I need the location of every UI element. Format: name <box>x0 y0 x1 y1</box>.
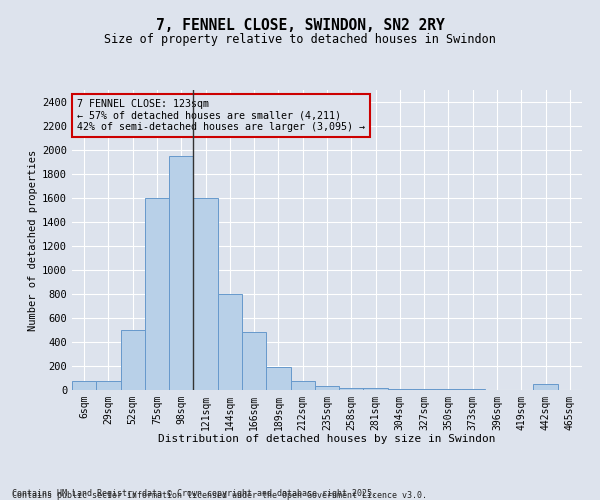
Bar <box>145 198 169 390</box>
Text: Contains HM Land Registry data © Crown copyright and database right 2025.: Contains HM Land Registry data © Crown c… <box>12 488 377 498</box>
Bar <box>290 381 315 390</box>
Text: 7, FENNEL CLOSE, SWINDON, SN2 2RY: 7, FENNEL CLOSE, SWINDON, SN2 2RY <box>155 18 445 32</box>
Bar <box>315 386 339 390</box>
Bar <box>436 389 461 390</box>
Bar <box>218 294 242 390</box>
Bar <box>266 366 290 390</box>
Bar <box>121 330 145 390</box>
Bar <box>533 384 558 390</box>
Bar <box>364 388 388 390</box>
Bar <box>72 381 96 390</box>
X-axis label: Distribution of detached houses by size in Swindon: Distribution of detached houses by size … <box>158 434 496 444</box>
Text: 7 FENNEL CLOSE: 123sqm
← 57% of detached houses are smaller (4,211)
42% of semi-: 7 FENNEL CLOSE: 123sqm ← 57% of detached… <box>77 99 365 132</box>
Bar <box>388 388 412 390</box>
Text: Size of property relative to detached houses in Swindon: Size of property relative to detached ho… <box>104 32 496 46</box>
Bar <box>96 381 121 390</box>
Bar <box>193 198 218 390</box>
Bar <box>169 156 193 390</box>
Bar <box>339 388 364 390</box>
Text: Contains public sector information licensed under the Open Government Licence v3: Contains public sector information licen… <box>12 491 427 500</box>
Bar <box>242 332 266 390</box>
Bar <box>412 389 436 390</box>
Y-axis label: Number of detached properties: Number of detached properties <box>28 150 38 330</box>
